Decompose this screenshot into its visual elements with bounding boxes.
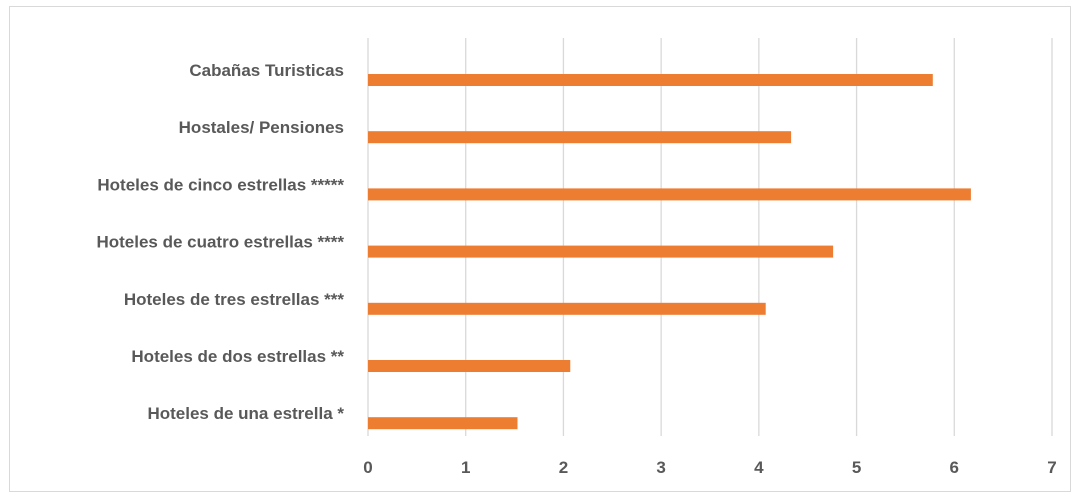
x-tick-label-7: 7 <box>1047 458 1056 477</box>
category-label-4: Hoteles de tres estrellas *** <box>124 290 345 309</box>
x-tick-label-1: 1 <box>461 458 470 477</box>
category-label-2: Hoteles de cinco estrellas ***** <box>97 175 344 194</box>
x-tick-label-5: 5 <box>852 458 861 477</box>
bar-1 <box>368 131 792 144</box>
gridlines <box>367 38 1053 436</box>
bars <box>368 74 971 430</box>
x-tick-label-2: 2 <box>559 458 568 477</box>
bar-6 <box>368 417 518 430</box>
bar-5 <box>368 360 571 372</box>
bar-3 <box>368 245 834 258</box>
x-tick-label-6: 6 <box>950 458 959 477</box>
category-label-6: Hoteles de una estrella * <box>147 404 344 423</box>
category-label-3: Hoteles de cuatro estrellas **** <box>96 233 344 252</box>
category-label-1: Hostales/ Pensiones <box>179 118 344 137</box>
category-label-5: Hoteles de dos estrellas ** <box>131 347 344 366</box>
x-tick-label-0: 0 <box>363 458 372 477</box>
category-label-0: Cabañas Turisticas <box>189 61 344 80</box>
bar-4 <box>368 302 766 315</box>
bar-0 <box>368 74 933 86</box>
x-tick-label-4: 4 <box>754 458 764 477</box>
category-labels: Cabañas Turisticas Hostales/ Pensiones Hot… <box>96 61 344 423</box>
bar-2 <box>368 188 971 201</box>
x-tick-labels: 0 1 2 3 4 5 6 7 <box>363 458 1056 477</box>
x-tick-label-3: 3 <box>656 458 665 477</box>
